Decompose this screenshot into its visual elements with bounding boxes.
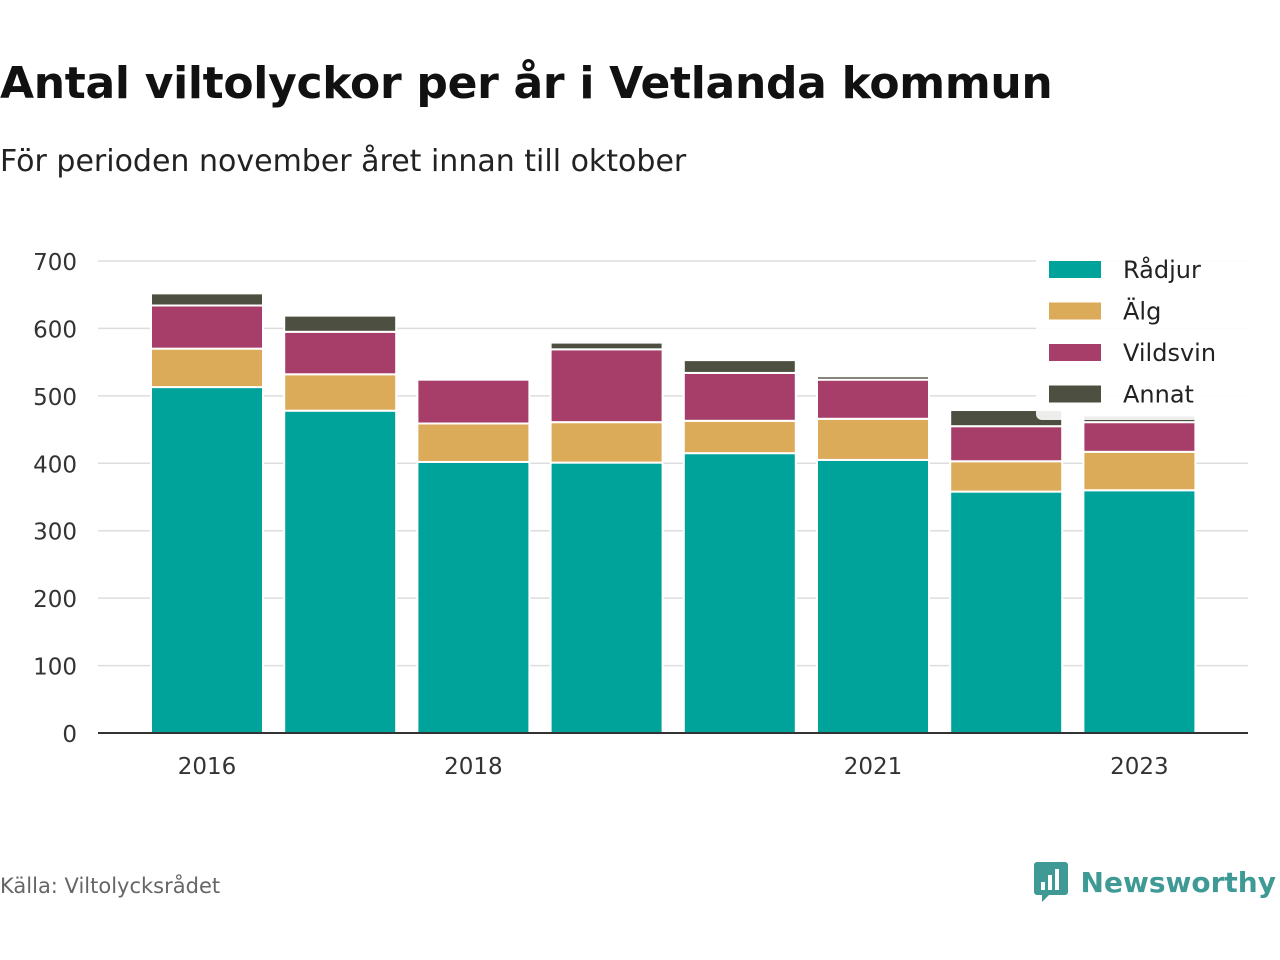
bar-segment (816, 378, 930, 420)
bar-segment (283, 330, 398, 376)
legend-swatch (1049, 302, 1101, 320)
bar-segment (416, 422, 531, 463)
brand-logo[interactable]: Newsworthy (1033, 860, 1276, 904)
legend-swatch (1049, 385, 1101, 403)
bar-segment (416, 460, 531, 734)
y-tick-label: 500 (33, 385, 77, 411)
chart-title: Antal viltolyckor per år i Vetlanda komm… (0, 58, 1053, 109)
bar-segment (549, 348, 664, 424)
bar-segment (816, 417, 930, 461)
bar-segment (1082, 450, 1197, 492)
bar-segment (283, 409, 398, 734)
bar-segment (416, 378, 531, 425)
legend-label: Älg (1123, 297, 1161, 326)
y-tick-label: 700 (33, 250, 77, 276)
bar-segment (682, 371, 797, 422)
legend-label: Rådjur (1123, 255, 1201, 284)
x-tick-label: 2018 (444, 754, 503, 780)
bar-segment (949, 425, 1064, 463)
y-tick-label: 400 (33, 452, 77, 478)
bar-segment (283, 314, 398, 333)
y-tick-label: 300 (33, 520, 77, 546)
bar-segment (949, 460, 1064, 493)
legend-background (1036, 248, 1248, 420)
bar-segment (150, 292, 264, 307)
brand-name: Newsworthy (1080, 865, 1276, 899)
newsworthy-logo-icon (1033, 862, 1068, 902)
bar-segment (150, 347, 264, 389)
bar-segment (682, 359, 797, 374)
legend-label: Vildsvin (1123, 339, 1216, 367)
bar-segment (1082, 489, 1197, 734)
bar-segment (150, 304, 264, 350)
chart-subtitle: För perioden november året innan till ok… (0, 144, 687, 179)
legend-swatch (1049, 344, 1101, 361)
stacked-bar-chart: 0 100 200 300 400 500 600 700 2016 2018 2021 2023 Rå… (33, 248, 1248, 780)
x-tick-label: 2016 (178, 754, 237, 780)
y-tick-label: 600 (33, 317, 77, 343)
bar-segment (816, 458, 930, 734)
bar-segment (682, 419, 797, 455)
bar-segment (1082, 421, 1197, 453)
legend-swatch (1049, 261, 1101, 278)
y-tick-label: 0 (62, 722, 77, 748)
bar-segment (949, 490, 1064, 734)
x-tick-label: 2021 (844, 754, 903, 780)
bar-segment (549, 421, 664, 464)
y-tick-label: 100 (33, 655, 77, 681)
bar-segment (816, 375, 930, 381)
legend-label: Annat (1123, 381, 1194, 409)
x-tick-label: 2023 (1110, 754, 1169, 780)
y-tick-label: 200 (33, 587, 77, 613)
bar-segment (283, 373, 398, 412)
source-note: Källa: Viltolycksrådet (0, 874, 221, 898)
bar-segment (549, 461, 664, 734)
bar-segment (682, 452, 797, 734)
bar-segment (150, 386, 264, 734)
bar-segment (549, 341, 664, 351)
